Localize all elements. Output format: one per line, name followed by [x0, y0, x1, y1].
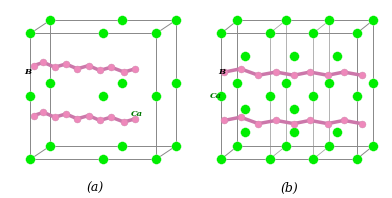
Text: Ca: Ca: [131, 110, 142, 118]
Text: B: B: [218, 68, 225, 76]
Text: Ca: Ca: [210, 92, 222, 100]
Text: B: B: [24, 68, 31, 76]
Text: (b): (b): [280, 182, 298, 195]
Text: (a): (a): [86, 182, 103, 195]
